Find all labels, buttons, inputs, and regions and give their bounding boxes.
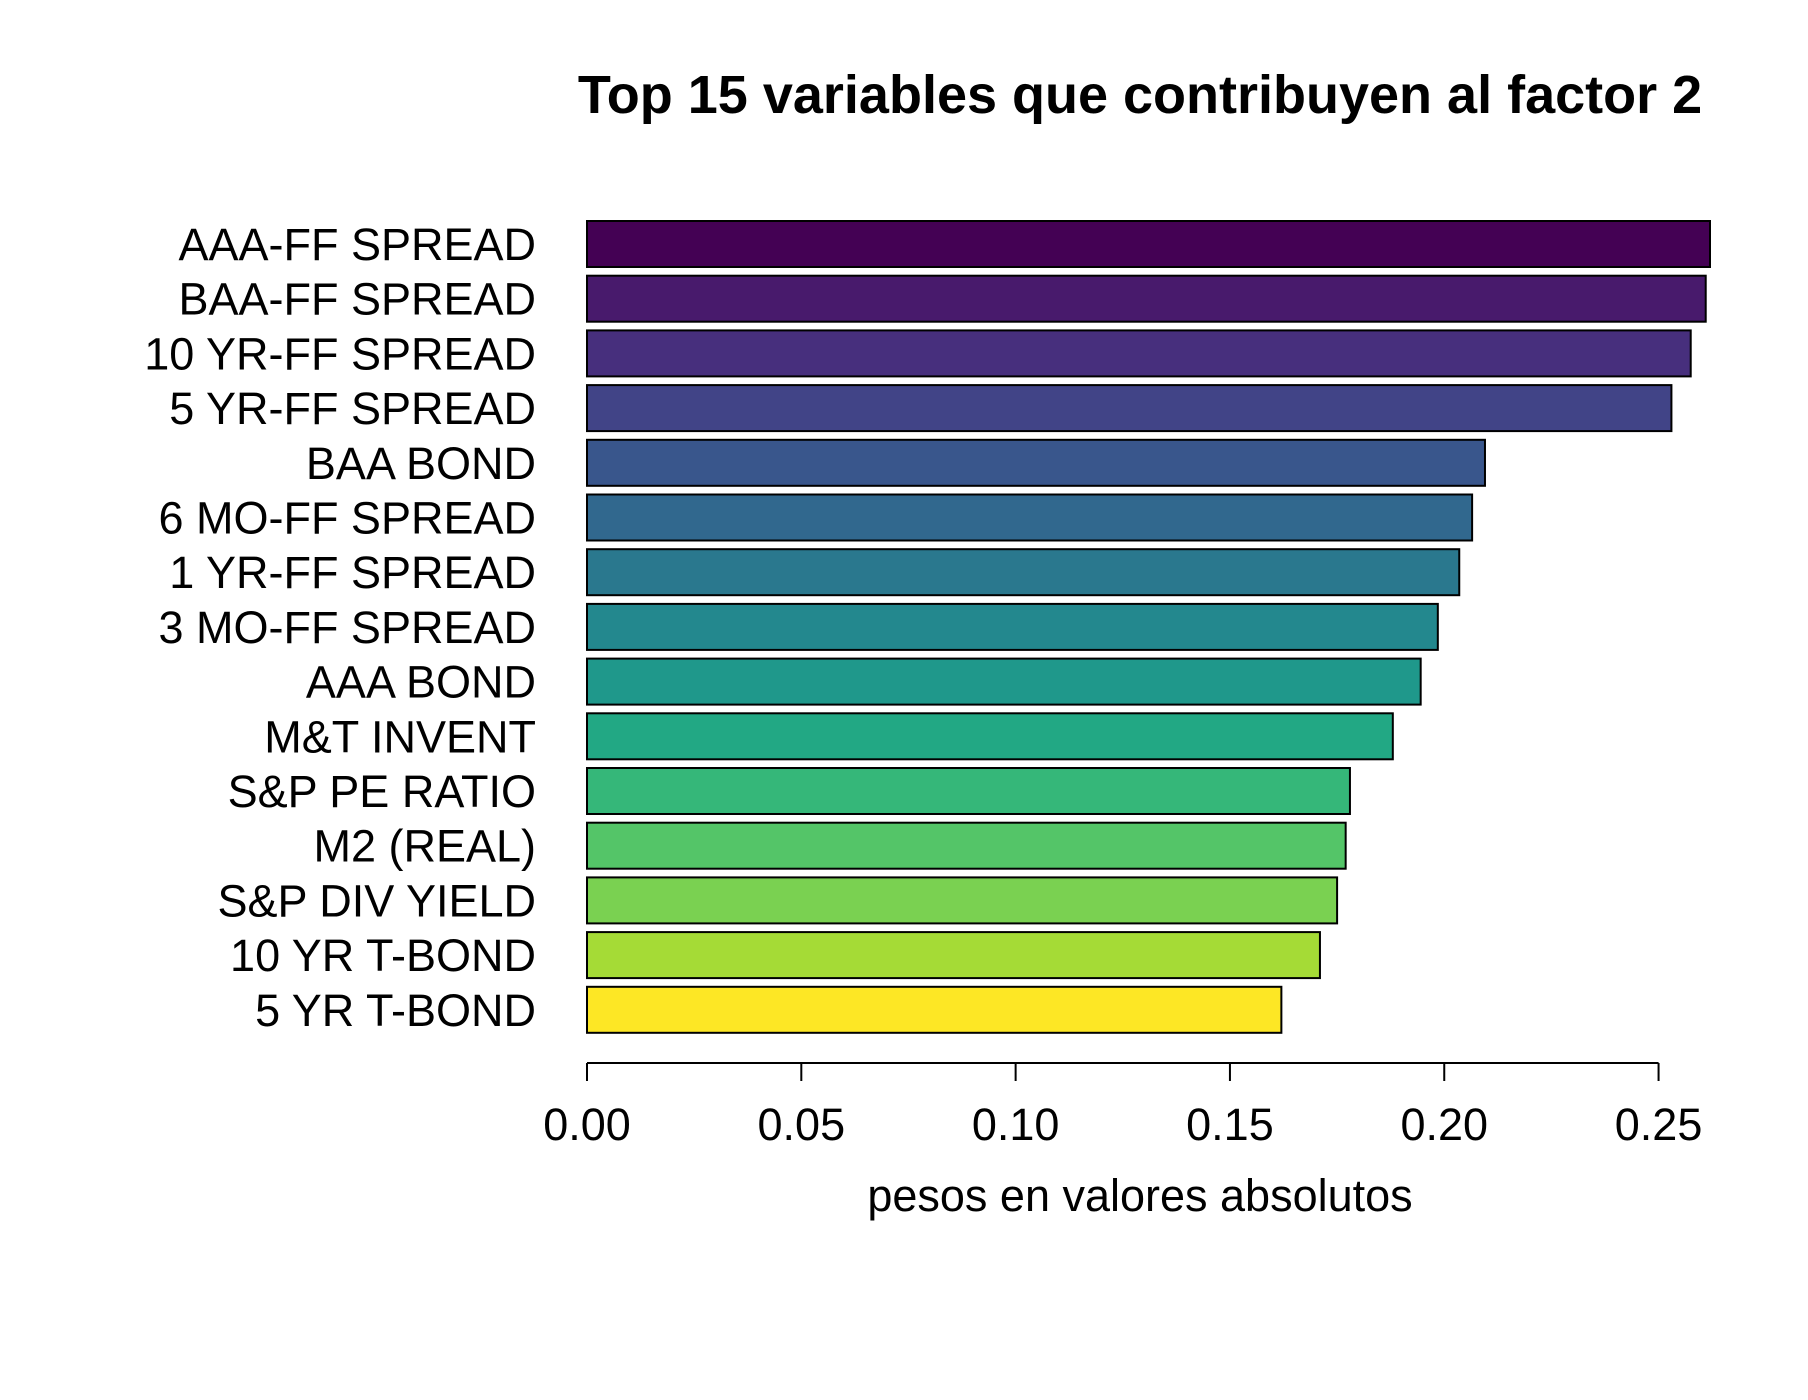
category-label-0: AAA-FF SPREAD: [178, 219, 536, 270]
category-label-10: S&P PE RATIO: [228, 766, 536, 817]
x-tick-label-5: 0.25: [1615, 1099, 1703, 1150]
bar-14: [586, 985, 1283, 1034]
x-tick-label-1: 0.05: [758, 1099, 846, 1150]
category-label-4: BAA BOND: [306, 438, 536, 489]
x-tick-label-0: 0.00: [543, 1099, 631, 1150]
bar-12: [586, 876, 1339, 925]
category-label-6: 1 YR-FF SPREAD: [169, 547, 536, 598]
bar-10: [586, 767, 1351, 815]
bar-2: [586, 329, 1692, 378]
bar-9: [586, 712, 1394, 761]
chart-title: Top 15 variables que contribuyen al fact…: [578, 65, 1702, 125]
bar-3: [586, 384, 1673, 433]
category-label-13: 10 YR T-BOND: [230, 930, 536, 981]
x-axis-title: pesos en valores absolutos: [867, 1170, 1412, 1221]
bar-1: [586, 274, 1707, 323]
bar-4: [586, 438, 1486, 487]
x-axis: 0.00 0.05 0.10 0.15 0.20 0.25: [543, 1062, 1703, 1150]
bar-13: [586, 931, 1321, 980]
category-label-3: 5 YR-FF SPREAD: [169, 383, 536, 434]
x-tick-label-3: 0.15: [1186, 1099, 1274, 1150]
category-label-1: BAA-FF SPREAD: [178, 274, 536, 325]
category-label-7: 3 MO-FF SPREAD: [158, 602, 536, 653]
category-label-8: AAA BOND: [306, 657, 536, 708]
bar-11: [586, 821, 1347, 870]
bar-6: [586, 548, 1461, 597]
bar-0: [586, 220, 1711, 268]
category-label-12: S&P DIV YIELD: [218, 875, 537, 926]
category-label-2: 10 YR-FF SPREAD: [144, 328, 536, 379]
category-label-11: M2 (REAL): [313, 821, 536, 872]
x-tick-label-4: 0.20: [1400, 1099, 1488, 1150]
category-label-5: 6 MO-FF SPREAD: [158, 493, 536, 544]
bar-5: [586, 493, 1474, 542]
category-label-9: M&T INVENT: [264, 711, 536, 762]
bar-7: [586, 602, 1439, 651]
bar-8: [586, 657, 1422, 706]
category-label-14: 5 YR T-BOND: [255, 985, 536, 1036]
bars-group: [586, 220, 1711, 1034]
x-tick-label-2: 0.10: [972, 1099, 1060, 1150]
